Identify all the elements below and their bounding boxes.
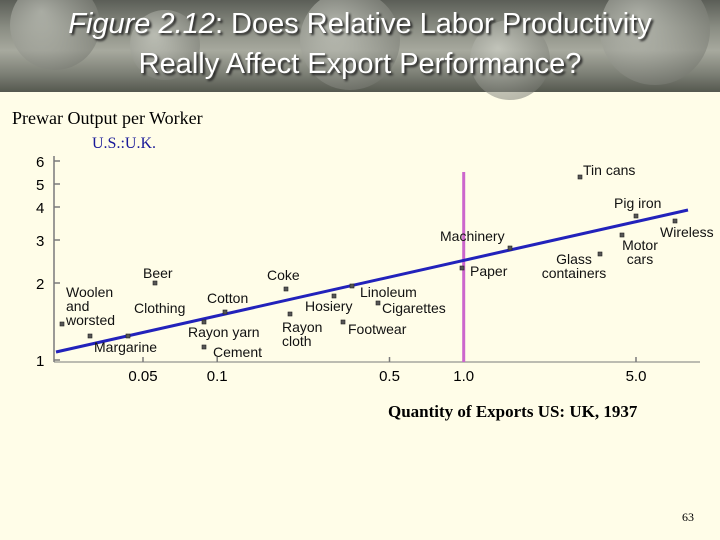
x-tick-label: 0.1 [207,368,228,385]
x-axis-title: Quantity of Exports US: UK, 1937 [388,402,638,421]
y-axis-subtitle: U.S.:U.K. [92,135,156,152]
data-point-label: Footwear [348,321,407,337]
data-point [287,311,293,317]
y-axis-title: Prewar Output per Worker [12,108,203,128]
data-point-label: Clothing [134,300,185,316]
data-point-label: Motor cars [622,237,658,267]
data-point [201,319,207,325]
page-number: 63 [682,510,694,524]
data-point [283,286,289,292]
data-point [349,283,355,289]
data-point-label: Coke [267,267,300,283]
data-point-label: Margarine [94,339,157,355]
x-tick-label: 5.0 [626,368,647,385]
x-tick-label: 0.05 [128,368,157,385]
data-points: Woolen and worsted Margarine Beer Clothing Cot… [59,162,714,360]
y-tick-label: 3 [36,233,44,250]
x-ticks: 0.05 0.1 0.5 1.0 5.0 [128,357,646,385]
title-banner: Figure 2.12: Does Relative Labor Product… [0,0,720,100]
y-tick-label: 2 [36,276,44,293]
data-point-label: Cement [213,344,262,360]
title-figure-label: Figure 2.12 [68,8,215,40]
data-point-label: Linoleum [360,284,417,300]
data-point-label: Paper [470,263,508,279]
data-point-label: Rayon yarn [188,324,260,340]
title-line2: Really Affect Export Performance? [138,48,582,80]
data-point-label: Hosiery [305,298,352,314]
data-point-label: Wireless [660,224,714,240]
x-tick-label: 0.5 [379,368,400,385]
data-point-label: Cotton [207,290,248,306]
trend-line [55,208,689,354]
y-tick-label: 5 [36,177,44,194]
data-point [201,344,207,350]
data-point-label: Machinery [440,228,505,244]
data-point [222,309,228,315]
data-point [619,232,625,238]
data-point [152,280,158,286]
y-tick-label: 6 [36,154,44,171]
data-point [87,333,93,339]
data-point [672,218,678,224]
y-tick-label: 1 [36,353,44,370]
x-tick-label: 1.0 [453,368,474,385]
data-point [633,213,639,219]
y-tick-label: 4 [36,200,44,217]
data-point [59,321,65,327]
data-point [577,174,583,180]
y-ticks: 1 2 3 4 5 6 [36,154,60,370]
data-point-label: Pig iron [614,195,661,211]
data-point-label: Tin cans [583,162,635,178]
slide-title: Figure 2.12: Does Relative Labor Product… [0,4,720,84]
data-point [125,333,131,339]
data-point-label: Beer [143,265,173,281]
scatter-chart: Prewar Output per Worker U.S.:U.K. 1 2 3 4 5… [12,108,714,421]
data-point [507,245,513,251]
data-point [597,251,603,257]
data-point [459,265,465,271]
data-point-label: Cigarettes [382,300,446,316]
data-point [331,293,337,299]
title-question: : Does Relative Labor Productivity [214,8,652,40]
data-point-label: Rayon cloth [282,319,322,349]
data-point [375,300,381,306]
data-point-label: Woolen and worsted [65,284,115,328]
data-point [340,319,346,325]
data-point-label: Glass containers [542,251,607,281]
